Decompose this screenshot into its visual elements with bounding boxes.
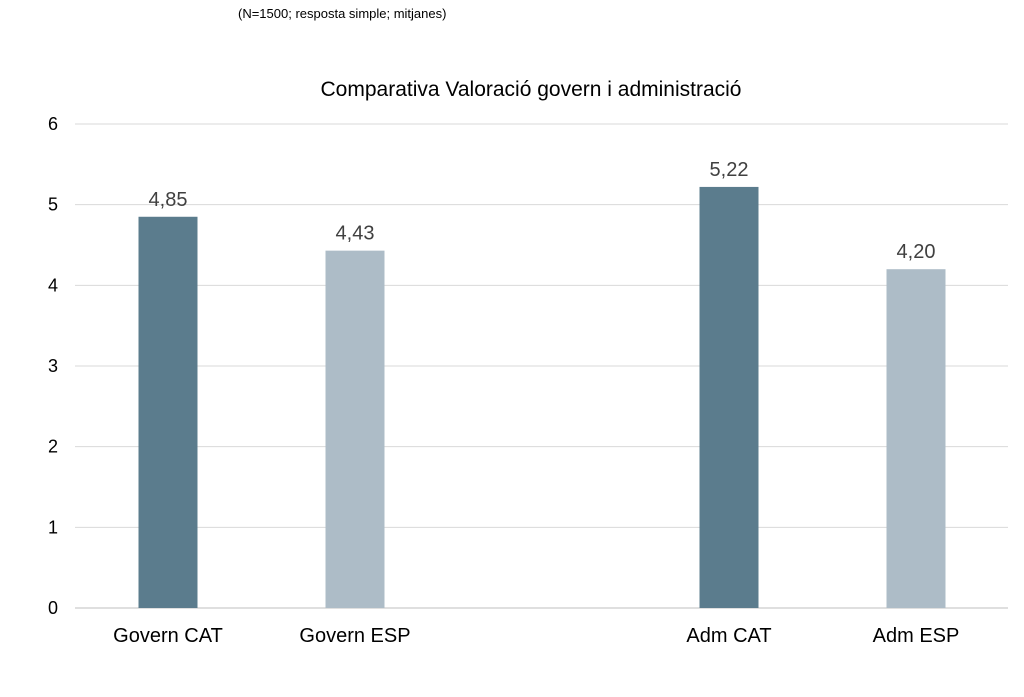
x-tick-label: Adm CAT	[686, 625, 771, 647]
grid-lines	[75, 123, 1008, 609]
y-tick-label: 4	[48, 275, 58, 295]
bar	[699, 186, 759, 609]
y-tick-label: 3	[48, 356, 58, 376]
x-tick-label: Adm ESP	[873, 625, 960, 647]
y-tick-label: 6	[48, 114, 58, 134]
y-axis-ticks: 0 1 2 3 4 5 6	[48, 114, 58, 618]
x-tick-label: Govern ESP	[299, 625, 410, 647]
data-label: 4,85	[149, 189, 188, 211]
bar	[325, 250, 385, 608]
data-label: 4,20	[897, 241, 936, 263]
bar	[886, 269, 946, 608]
data-label: 5,22	[710, 159, 749, 181]
data-label: 4,43	[336, 223, 375, 245]
chart-title: Comparativa Valoració govern i administr…	[321, 78, 742, 101]
x-axis-ticks: Govern CAT Govern ESP Adm CAT Adm ESP	[113, 625, 959, 647]
y-tick-label: 2	[48, 437, 58, 457]
sample-note: (N=1500; resposta simple; mitjanes)	[238, 6, 447, 21]
y-tick-label: 1	[48, 517, 58, 537]
data-labels: 4,85 4,43 5,22 4,20	[149, 159, 936, 263]
bar	[138, 216, 198, 608]
bars	[138, 186, 946, 609]
y-tick-label: 0	[48, 598, 58, 618]
y-tick-label: 5	[48, 195, 58, 215]
x-tick-label: Govern CAT	[113, 625, 223, 647]
